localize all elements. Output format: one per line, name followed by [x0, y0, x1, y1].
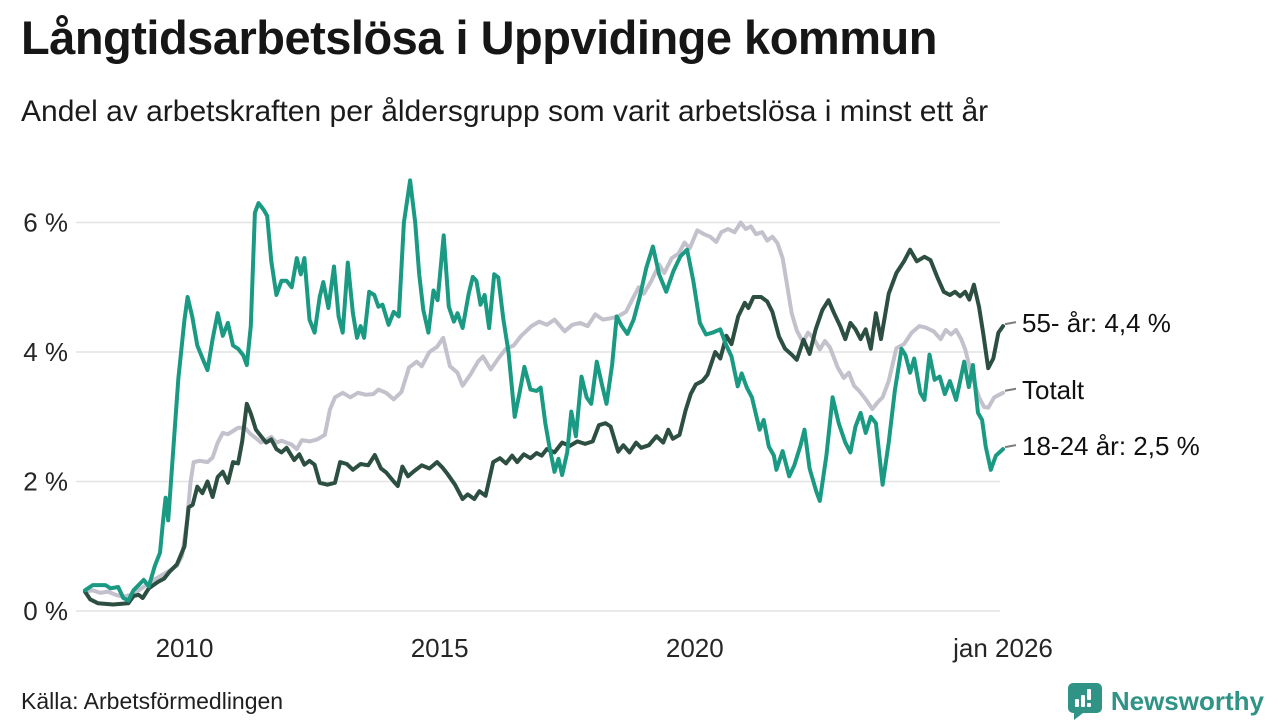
series-line-18-24-ar [83, 178, 1005, 603]
x-tick-label-2010: 2010 [156, 633, 214, 663]
series-line-totalt [83, 220, 1005, 599]
x-tick-label-2015: 2015 [411, 633, 469, 663]
series-end-label-55-ar: 55- år: 4,4 % [1022, 308, 1171, 338]
series-end-label-18-24-ar: 18-24 år: 2,5 % [1022, 431, 1200, 461]
newsworthy-brand: Newsworthy [1067, 682, 1264, 720]
chart-subtitle: Andel av arbetskraften per åldersgrupp s… [21, 95, 989, 128]
series-line-55-ar [83, 247, 1005, 607]
end-tick-55-ar [1004, 321, 1017, 326]
x-tick-label-2020: 2020 [666, 633, 724, 663]
y-tick-label-6: 6 % [23, 208, 68, 238]
y-tick-label-2: 2 % [23, 467, 68, 497]
source-note: Källa: Arbetsförmedlingen [21, 688, 284, 714]
newsworthy-logo-text: Newsworthy [1110, 685, 1264, 716]
newsworthy-logo-icon [1067, 683, 1102, 720]
page-title: Långtidsarbetslösa i Uppvidinge kommun [21, 11, 937, 64]
series-end-label-totalt: Totalt [1022, 375, 1085, 405]
y-tick-label-0: 0 % [23, 596, 68, 626]
end-tick-totalt [1004, 387, 1017, 392]
y-tick-label-4: 4 % [23, 337, 68, 367]
end-tick-18-24-ar [1004, 444, 1017, 449]
x-tick-label-jan-2026: jan 2026 [952, 633, 1053, 663]
